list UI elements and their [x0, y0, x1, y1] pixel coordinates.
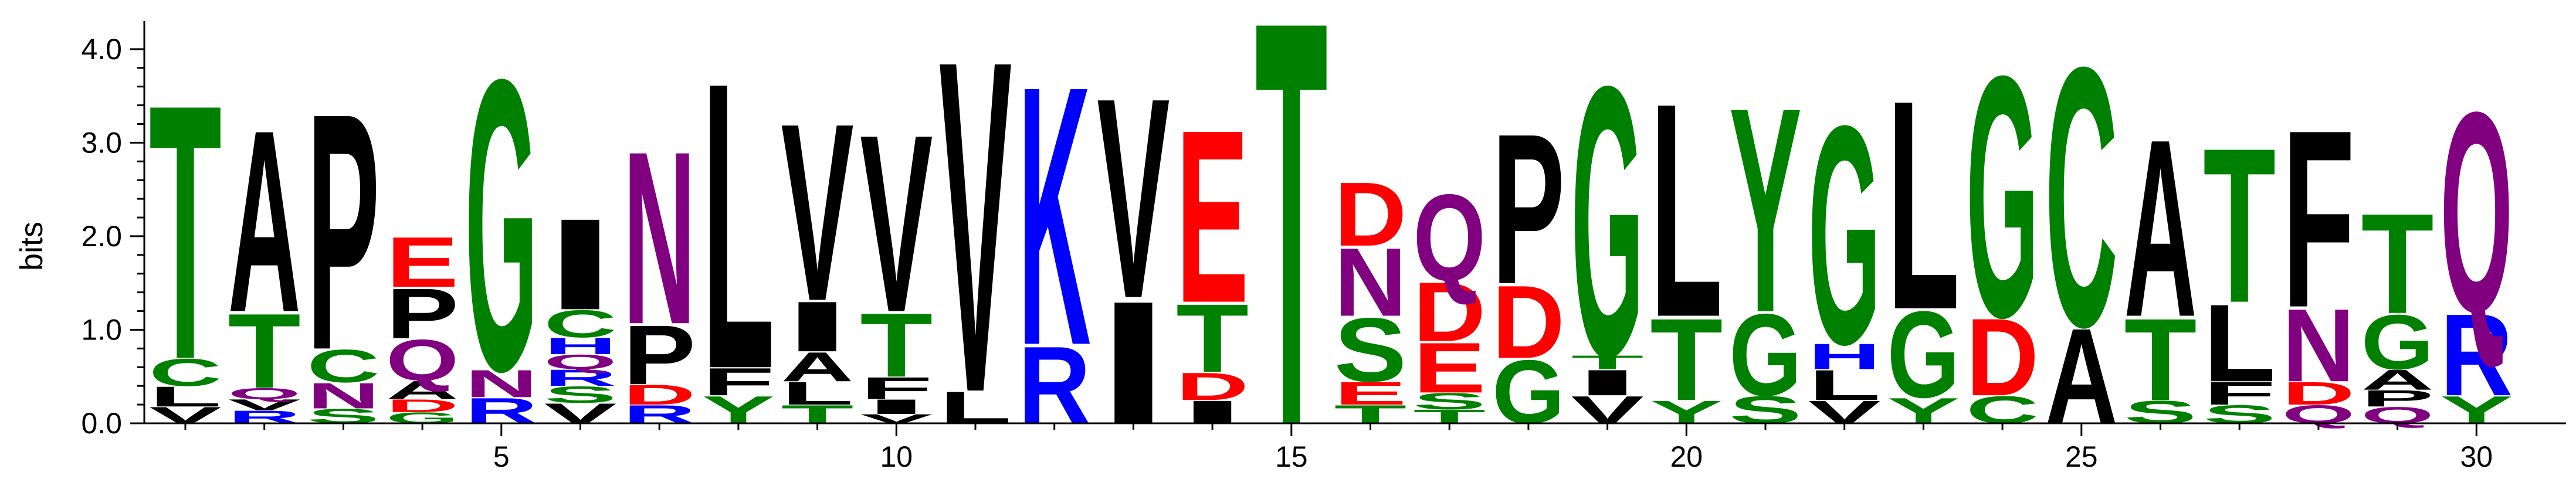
y-tick-label: 2.0 [81, 220, 122, 253]
logo-letter-T: T [1650, 294, 1723, 425]
x-tick-label: 5 [493, 440, 510, 473]
y-axis-label: bits [14, 222, 49, 271]
logo-letter-N: N [307, 376, 379, 416]
logo-letter-N: N [465, 362, 538, 406]
logo-letter-T: T [860, 294, 933, 396]
logo-letter-T: T [1176, 284, 1249, 393]
logo-letter-G: G [1887, 286, 1960, 424]
logo-letter-D: D [386, 396, 459, 416]
logo-letter-A: A [386, 375, 459, 405]
x-tick-label: 25 [2065, 440, 2098, 473]
logo-letter-T: T [2124, 294, 2197, 425]
logo-letter-Q: Q [2440, 53, 2513, 372]
y-tick-label: 0.0 [81, 407, 122, 440]
x-tick-label: 30 [2460, 440, 2493, 473]
logo-letter-P: P [1492, 89, 1565, 328]
logo-letter-N: N [1334, 227, 1407, 337]
logo-letter-G: G [1966, 5, 2039, 389]
logo-letter-D: D [2282, 376, 2355, 412]
logo-letter-F: F [2203, 375, 2276, 412]
logo-letter-L: L [149, 381, 222, 412]
logo-letter-C: C [2045, 0, 2118, 405]
logo-letter-T: T [2203, 103, 2276, 349]
logo-letter-L: L [1650, 39, 1723, 381]
logo-letter-L: L [1887, 39, 1960, 372]
logo-letter-I: I [860, 395, 933, 419]
logo-letter-S: S [1334, 300, 1407, 401]
logo-letter-E: E [1176, 78, 1249, 354]
logo-letter-P: P [307, 43, 379, 420]
x-tick-label: 10 [880, 440, 913, 473]
logo-letter-G: G [2361, 299, 2434, 386]
logo-letter-F: F [702, 360, 775, 403]
logo-letter-L: L [2203, 282, 2276, 405]
logo-letter-H: H [1808, 337, 1881, 377]
logo-letter-I: I [544, 192, 617, 337]
logo-letter-G: G [1571, 7, 1644, 437]
logo-letter-G: G [1729, 290, 1802, 420]
logo-letter-P: P [623, 308, 696, 402]
logo-letter-N: N [2282, 287, 2355, 403]
logo-letter-A: A [2361, 364, 2434, 396]
logo-letter-V: V [781, 72, 855, 354]
logo-letter-C: C [307, 340, 379, 392]
logo-letter-L: L [781, 375, 854, 412]
logo-letter-H: H [544, 333, 617, 359]
logo-letter-T: T [2361, 184, 2434, 344]
logo-letter-S: S [544, 382, 617, 407]
logo-letter-N: N [623, 101, 696, 376]
logo-letter-E: E [1413, 328, 1486, 408]
logo-letter-P: P [2361, 385, 2434, 411]
logo-letter-E: E [1334, 375, 1407, 412]
logo-letter-G: G [1808, 62, 1881, 409]
logo-letter-L: L [702, 0, 775, 454]
logo-letter-Q: Q [1413, 168, 1486, 307]
logo-letter-A: A [781, 344, 854, 390]
logo-letter-F: F [860, 371, 933, 406]
logo-letter-Q: Q [386, 328, 459, 393]
logo-letter-D: D [623, 379, 696, 410]
logo-letter-I: I [781, 287, 854, 366]
logo-letter-G: G [465, 0, 538, 457]
logo-letter-Y: Y [1729, 46, 1802, 373]
logo-letter-I: I [1571, 362, 1644, 403]
logo-letter-T: T [228, 291, 301, 410]
logo-letter-L: L [1808, 361, 1881, 409]
y-tick-label: 4.0 [81, 33, 122, 66]
logo-letter-D: D [1413, 265, 1486, 359]
logo-letter-E: E [386, 223, 459, 303]
logo-letter-V: V [939, 0, 1012, 479]
logo-letter-P: P [386, 274, 459, 354]
logo-letter-Q: Q [544, 351, 617, 374]
logo-letter-K: K [1018, 9, 1091, 423]
logo-letter-R: R [544, 365, 617, 390]
y-tick-label: 3.0 [81, 126, 122, 159]
logo-letter-V: V [1097, 39, 1170, 358]
logo-letter-Q: Q [228, 385, 301, 403]
logo-letter-R: R [2440, 290, 2513, 420]
logo-letter-T: T [149, 28, 222, 435]
logo-letter-D: D [1492, 264, 1565, 380]
logo-letter-D: D [1176, 365, 1249, 409]
logo-letter-D: D [1334, 164, 1407, 265]
logo-letter-T: T [1571, 351, 1644, 373]
logo-letter-S: S [1413, 388, 1486, 414]
logo-letter-C: C [544, 302, 617, 346]
logo-letter-D: D [1966, 296, 2039, 419]
logo-letter-A: A [228, 77, 301, 367]
logo-letter-V: V [860, 83, 933, 365]
axes: bits 0.0 1.0 2.0 3.0 4.0 5 10 15 20 25 30 [14, 21, 2566, 473]
x-tick-label: 15 [1275, 440, 1308, 473]
y-tick-label: 1.0 [81, 313, 122, 346]
logo-letter-A: A [2124, 86, 2197, 370]
logo-letter-T: T [1255, 0, 1328, 479]
logo-letter-V: V [228, 396, 301, 414]
x-tick-label: 20 [1670, 440, 1703, 473]
logo-letter-F: F [2282, 77, 2355, 361]
logo-letter-C: C [149, 351, 222, 395]
